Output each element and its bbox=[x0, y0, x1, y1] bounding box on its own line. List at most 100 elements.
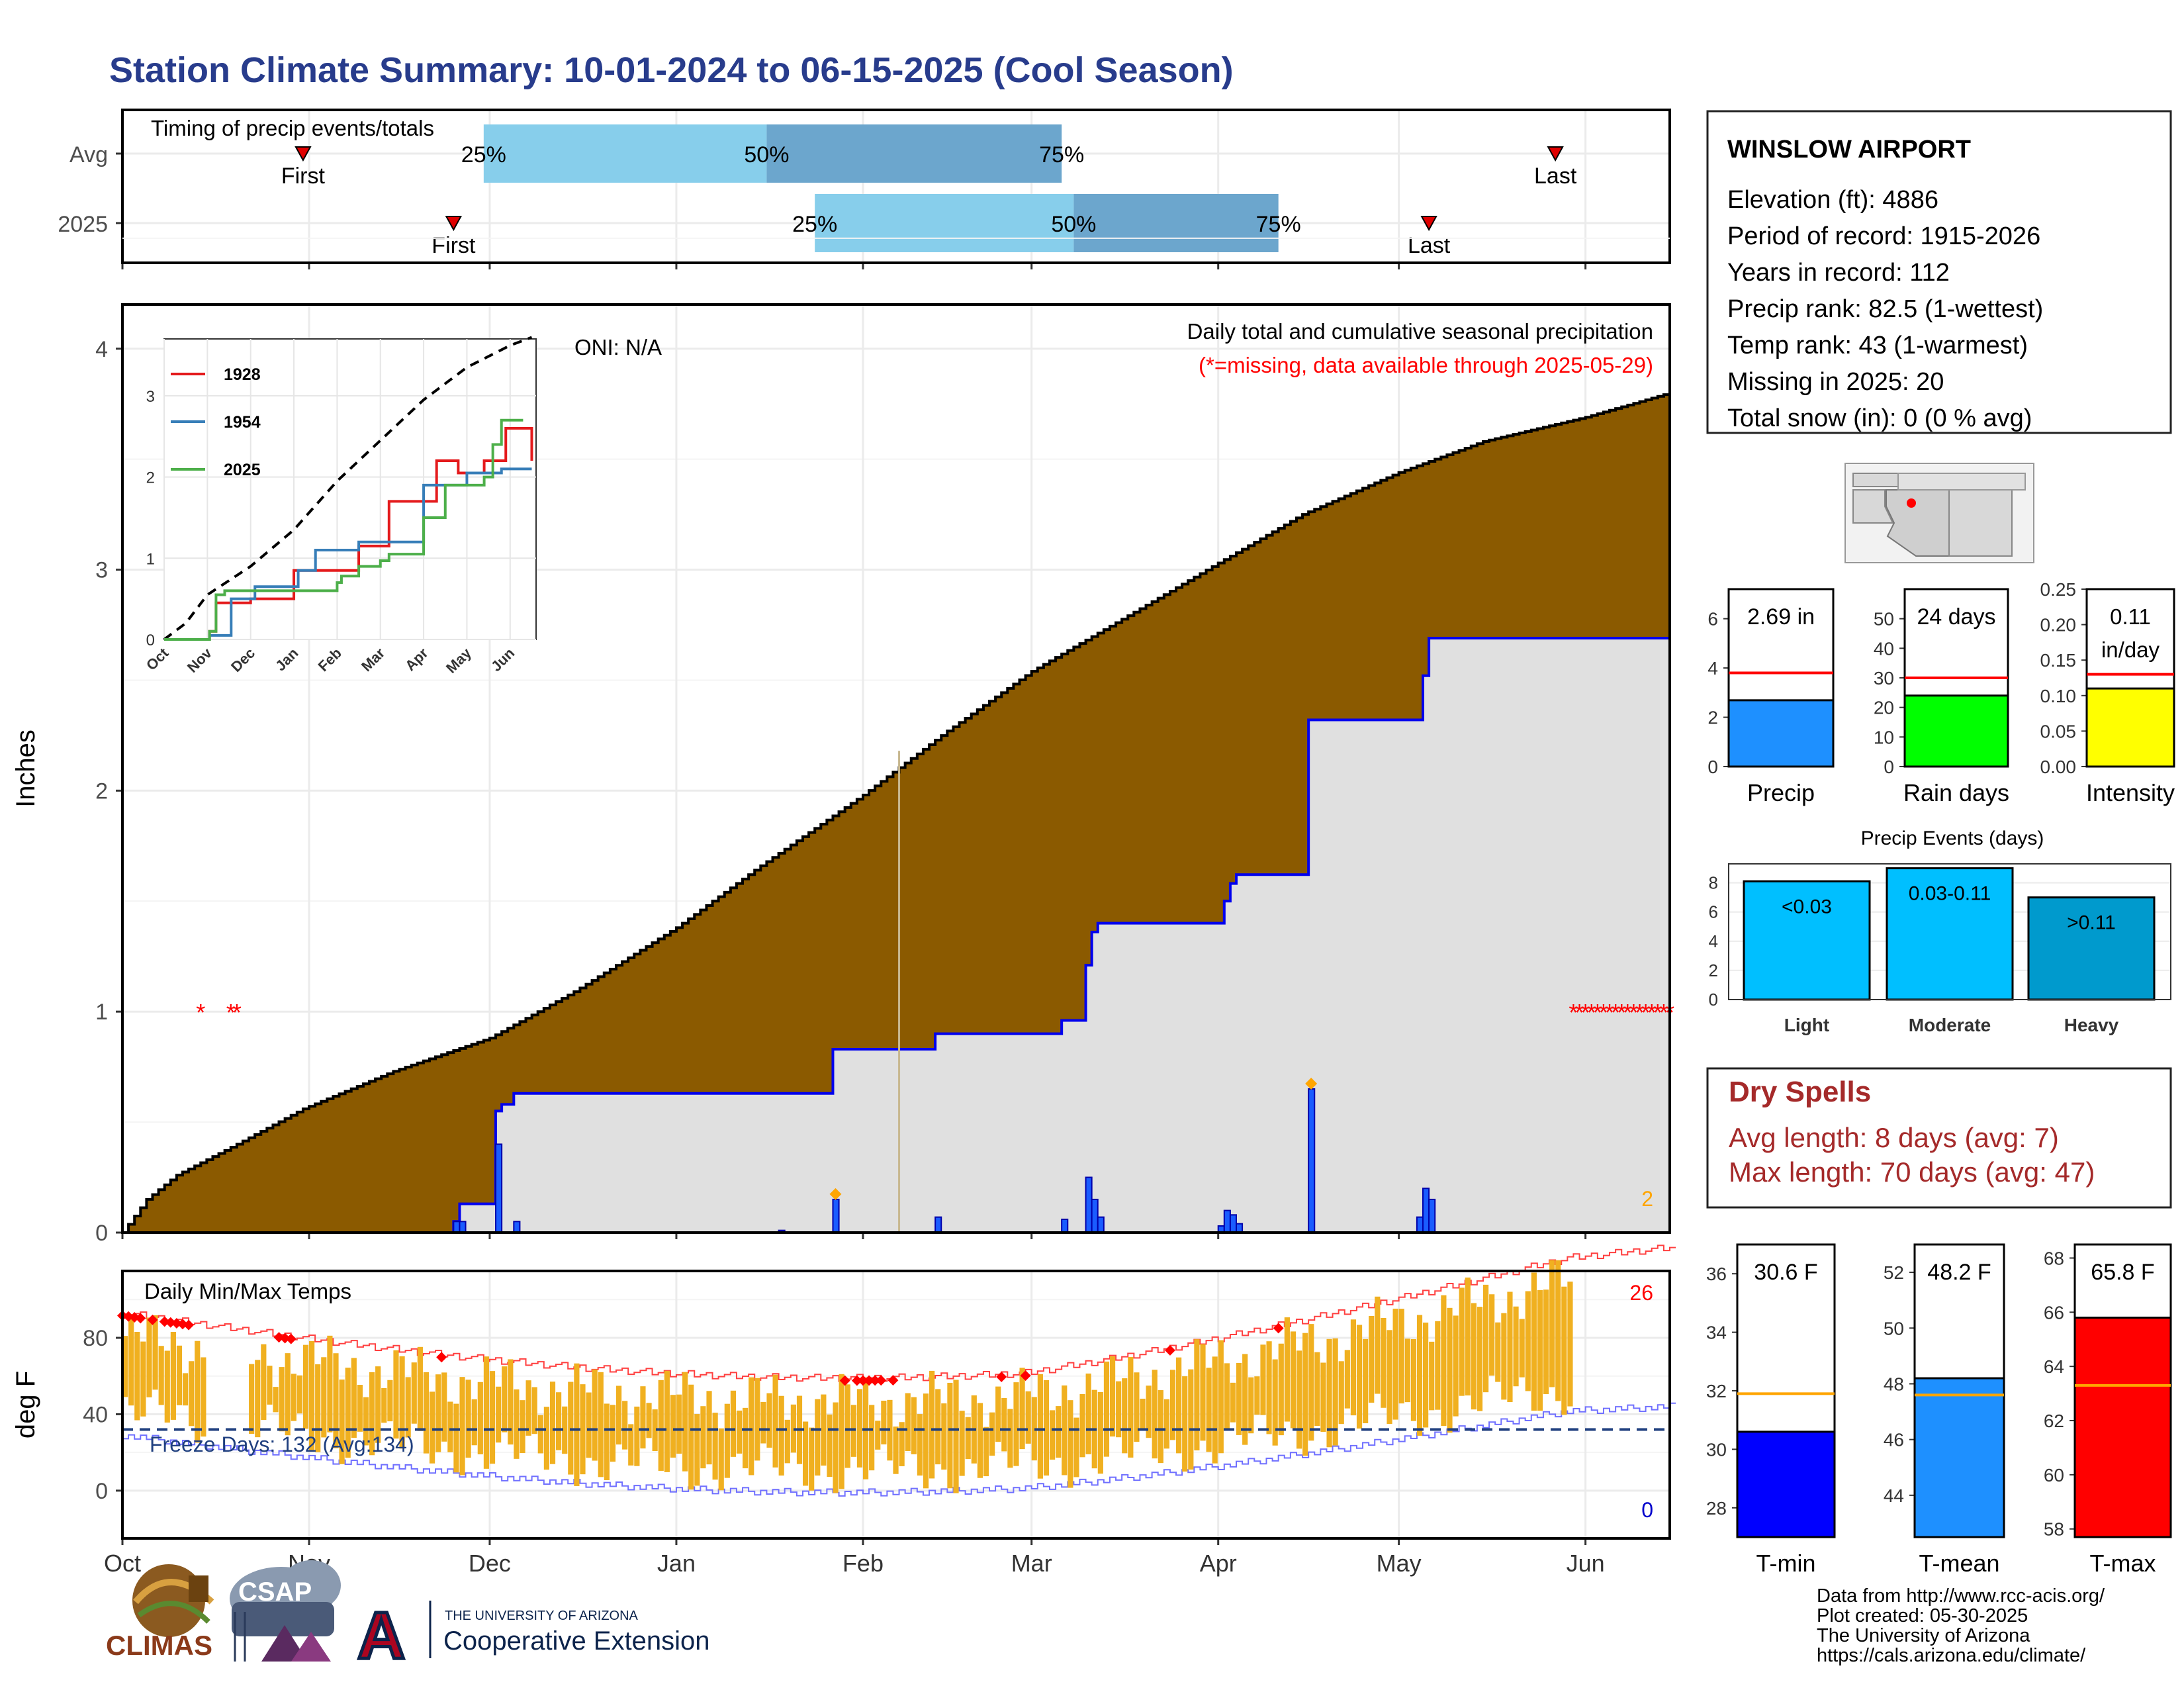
temp-daily-bar bbox=[1194, 1339, 1200, 1451]
precip-mini-panels: 0 2 4 6 2.69 in Precip 0 10 20 30 40 50 24 days Rain … bbox=[1707, 579, 2175, 806]
temp-daily-bar bbox=[743, 1407, 749, 1469]
temp-daily-bar bbox=[856, 1389, 863, 1468]
temp-record-marker bbox=[851, 1375, 862, 1386]
temp-daily-bar bbox=[965, 1417, 971, 1460]
temp-daily-bar bbox=[1332, 1338, 1338, 1446]
precip-mini-1-y-tick-label: 20 bbox=[1874, 698, 1894, 718]
timing-first-label: First bbox=[281, 164, 326, 189]
precip-frame bbox=[121, 303, 1671, 1234]
temp-daily-bar bbox=[1344, 1350, 1350, 1409]
temp-daily-bar bbox=[417, 1346, 423, 1431]
temp-daily-bar bbox=[393, 1350, 399, 1439]
precip-ytd-cumulative-area bbox=[122, 638, 1670, 1233]
temp-daily-bar bbox=[531, 1387, 537, 1434]
temp-daily-bar bbox=[1260, 1344, 1266, 1415]
temp-daily-bar bbox=[935, 1389, 941, 1465]
temp-x-tick-label: Apr bbox=[1200, 1550, 1237, 1577]
temp-daily-bar bbox=[1152, 1370, 1158, 1459]
station-line-precip-rank: Precip rank: 82.5 (1-wettest) bbox=[1727, 295, 2043, 323]
ua-logo-letter: A bbox=[357, 1599, 405, 1673]
temp-daily-bar bbox=[562, 1406, 568, 1454]
temp-daily-bar bbox=[520, 1400, 525, 1453]
temp-daily-bar bbox=[1085, 1373, 1091, 1454]
inset-y-tick-label: 1 bbox=[146, 550, 155, 568]
temp-y-tick-label: 40 bbox=[83, 1402, 108, 1427]
precip-daily-bar bbox=[1428, 1198, 1436, 1234]
temp-daily-bar bbox=[339, 1380, 345, 1464]
temp-panel-label: Daily Min/Max Temps bbox=[144, 1279, 351, 1303]
temp-daily-bar bbox=[134, 1332, 140, 1421]
events-panel: Precip Events (days) 0 2 4 6 8 <0.03 Light 0.03-… bbox=[1709, 827, 2171, 1035]
precip-missing-marker: * bbox=[1605, 999, 1614, 1026]
temp-daily-bar bbox=[333, 1353, 339, 1448]
temp-daily-bar bbox=[1302, 1333, 1308, 1456]
inset-legend-label-2025: 2025 bbox=[224, 461, 261, 479]
temp-daily-bar bbox=[1326, 1338, 1332, 1448]
temp-daily-bar bbox=[736, 1410, 743, 1454]
temp-daily-bar bbox=[1163, 1399, 1170, 1449]
temp-daily-bar bbox=[1206, 1368, 1212, 1452]
temp-daily-bar bbox=[634, 1406, 640, 1466]
timing-p25-label: 25% bbox=[792, 212, 837, 237]
precip-daily-bar bbox=[495, 1143, 503, 1233]
temp-daily-bar bbox=[296, 1375, 303, 1414]
temp-record-high-line bbox=[122, 1244, 1676, 1382]
precip-mini-2-y-tick-label: 0.10 bbox=[2040, 686, 2077, 706]
footer: Data from http://www.rcc-acis.org/ Plot … bbox=[1817, 1585, 2105, 1666]
precip-daily-bar bbox=[1308, 1088, 1316, 1233]
temp-daily-bar bbox=[1212, 1356, 1218, 1464]
timing-p75-label: 75% bbox=[1039, 142, 1084, 167]
temp-daily-bar bbox=[146, 1317, 152, 1397]
station-box: WINSLOW AIRPORT Elevation (ft): 4886 Per… bbox=[1706, 110, 2172, 434]
timing-last-label: Last bbox=[1408, 233, 1451, 258]
temp-daily-bar bbox=[749, 1377, 754, 1476]
precip-missing-marker: * bbox=[1611, 999, 1620, 1026]
temp-mini-2-y-tick-label: 66 bbox=[2044, 1302, 2064, 1323]
timing-frame bbox=[121, 109, 1671, 264]
events-y-tick-label: 8 bbox=[1709, 873, 1718, 893]
temp-daily-bar bbox=[327, 1335, 333, 1432]
temp-daily-bar bbox=[628, 1424, 634, 1466]
climas-logo: CLIMAS bbox=[106, 1564, 214, 1661]
temp-daily-bar bbox=[164, 1350, 170, 1423]
climas-logo-text: CLIMAS bbox=[106, 1630, 212, 1661]
precip-mini-1-y-tick-label: 40 bbox=[1874, 638, 1894, 659]
temp-record-marker bbox=[183, 1319, 195, 1331]
temp-x-tick-label: Jan bbox=[657, 1550, 696, 1577]
temp-daily-bar bbox=[1158, 1390, 1163, 1464]
temp-daily-bar bbox=[435, 1374, 441, 1452]
temp-mini-0-label: T-min bbox=[1756, 1550, 1816, 1577]
precip-y-tick-label: 0 bbox=[95, 1221, 108, 1246]
temp-daily-bar bbox=[1236, 1362, 1242, 1435]
inset-y-tick-label: 0 bbox=[146, 632, 155, 649]
temp-daily-bar bbox=[899, 1422, 905, 1466]
temp-daily-bar bbox=[646, 1403, 652, 1438]
precip-mini-2-label: Intensity bbox=[2086, 779, 2175, 806]
temp-daily-bar bbox=[995, 1386, 1001, 1442]
precip-oni: ONI: N/A bbox=[574, 335, 662, 359]
events-y-tick-label: 0 bbox=[1709, 990, 1718, 1009]
temp-daily-bar bbox=[1266, 1341, 1272, 1434]
temp-daily-bar bbox=[279, 1367, 285, 1432]
temp-mini-0-y-tick-label: 30 bbox=[1706, 1439, 1727, 1460]
timing-first-label: First bbox=[432, 233, 476, 258]
temp-daily-bar bbox=[170, 1331, 176, 1420]
temp-daily-bar bbox=[610, 1405, 616, 1462]
temp-record-marker bbox=[857, 1375, 868, 1386]
precip-mini-1-y-tick-label: 10 bbox=[1874, 727, 1894, 747]
ua-logo-big-text: Cooperative Extension bbox=[443, 1626, 709, 1656]
precip-daily-bar bbox=[1097, 1216, 1105, 1233]
temp-daily-bar bbox=[1482, 1284, 1489, 1393]
temp-daily-bar bbox=[1507, 1291, 1513, 1403]
precip-missing-marker: * bbox=[1593, 999, 1602, 1026]
events-bar-label-light: Light bbox=[1784, 1015, 1829, 1035]
precip-y-tick-label: 4 bbox=[95, 337, 108, 362]
events-frame bbox=[1728, 863, 2171, 1000]
temp-daily-bar bbox=[556, 1392, 562, 1450]
temp-record-marker bbox=[1273, 1323, 1284, 1334]
temp-daily-bar bbox=[700, 1406, 706, 1469]
precip-title: Daily total and cumulative seasonal prec… bbox=[1187, 319, 1653, 344]
temp-x-tick-label: Mar bbox=[1011, 1550, 1052, 1577]
precip-daily-bar bbox=[453, 1221, 461, 1234]
precip-y-tick-label: 1 bbox=[95, 1000, 108, 1025]
